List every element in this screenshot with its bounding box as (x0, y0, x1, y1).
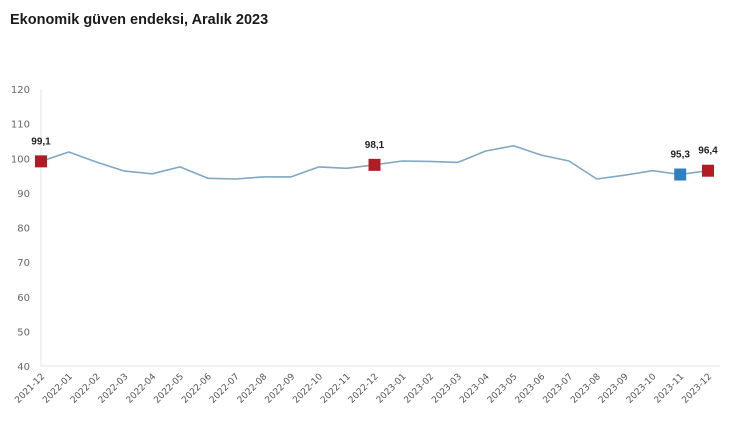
data-point-marker (368, 158, 381, 171)
data-point-marker (674, 168, 687, 181)
y-tick-label: 70 (17, 258, 30, 269)
axis-lines (40, 89, 720, 367)
data-label: 99,1 (31, 136, 51, 147)
y-tick-label: 90 (17, 189, 30, 200)
data-point-marker (702, 164, 714, 177)
y-tick-label: 100 (11, 154, 30, 165)
highlight-markers: 99,1 98,1 95,3 96,4 (31, 136, 718, 181)
x-axis: 2021-122022-012022-022022-032022-042022-… (13, 372, 714, 406)
x-tick-label: 2023-12 (680, 372, 714, 406)
data-label: 96,4 (698, 146, 718, 157)
y-axis: 40 50 60 70 80 90 100 110 120 (11, 85, 30, 373)
data-label: 98,1 (365, 140, 385, 151)
data-label: 95,3 (670, 150, 690, 161)
chart-title: Ekonomik güven endeksi, Aralık 2023 (10, 12, 269, 28)
y-tick-label: 120 (11, 85, 30, 96)
y-tick-label: 80 (17, 224, 30, 235)
y-tick-label: 40 (17, 362, 30, 373)
y-tick-label: 60 (17, 293, 30, 304)
y-tick-label: 110 (11, 120, 30, 131)
y-tick-label: 50 (17, 327, 30, 338)
data-point-marker (35, 155, 47, 168)
